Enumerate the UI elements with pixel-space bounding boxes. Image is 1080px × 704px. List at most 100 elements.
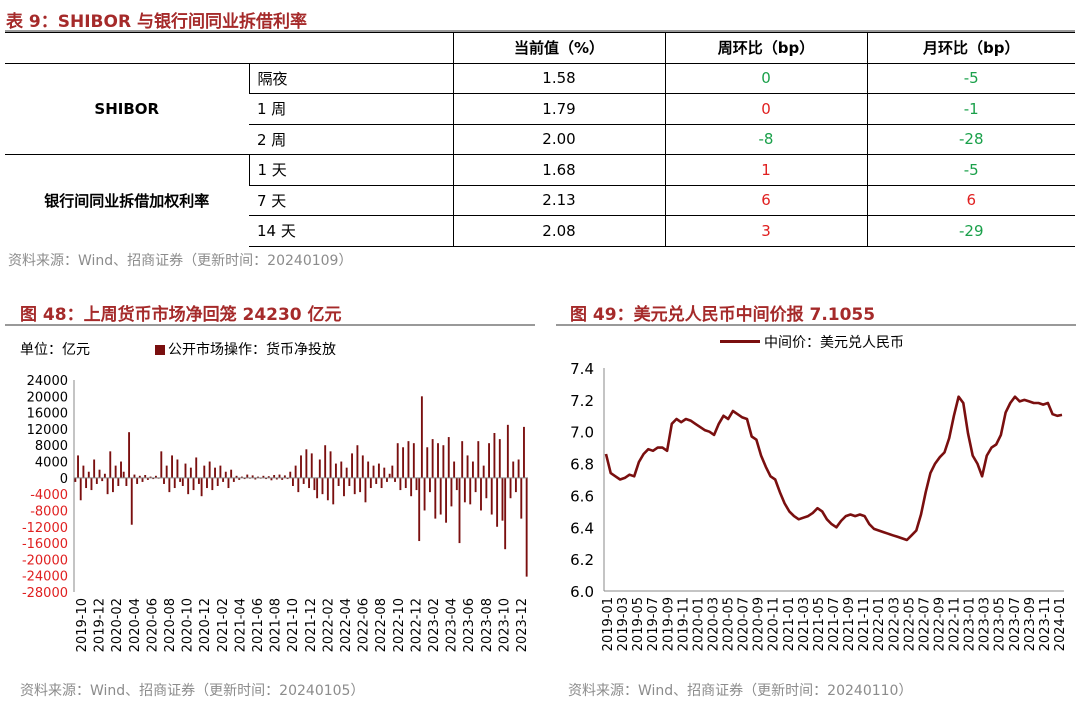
bar — [461, 441, 464, 478]
fig48-unit: 单位：亿元 — [20, 342, 90, 358]
fig49-legend: 中间价：美元兑人民币 — [720, 332, 904, 352]
bar — [77, 455, 79, 478]
bar — [79, 477, 82, 501]
bar — [82, 465, 85, 478]
bar — [160, 451, 163, 478]
fig48-legend-label: 公开市场操作：货币净投放 — [168, 342, 336, 358]
x-tick-label: 2023-05 — [993, 597, 1008, 651]
bar — [364, 477, 367, 503]
bar — [321, 477, 324, 495]
bar — [512, 461, 515, 478]
bar — [95, 477, 98, 484]
x-tick-label: 2021-12 — [304, 598, 319, 652]
bar — [517, 459, 520, 478]
bar — [195, 457, 198, 478]
bar — [367, 461, 370, 478]
group-label-interbank: 银行间同业拆借加权利率 — [5, 154, 249, 246]
bar — [418, 477, 421, 542]
x-tick-label: 2019-05 — [631, 597, 646, 651]
y-tick-label: -8000 — [30, 504, 68, 519]
y-tick-label: 12000 — [27, 423, 68, 438]
bar — [469, 477, 472, 505]
table9-source: 资料来源：Wind、招商证券（更新时间：20240109） — [8, 253, 353, 269]
bar — [498, 439, 501, 478]
mom-cell: -28 — [866, 123, 1075, 155]
bar — [262, 475, 265, 478]
x-tick-label: 2023-07 — [1008, 597, 1023, 651]
bar — [267, 476, 270, 478]
wow-cell: 3 — [664, 215, 867, 247]
bar — [305, 449, 308, 478]
bar — [340, 461, 343, 478]
mom-cell: -5 — [866, 62, 1075, 94]
fig48-title: 图 48：上周货币市场净回笼 24230 亿元 — [20, 305, 342, 325]
bar — [501, 477, 504, 521]
bar — [455, 477, 458, 491]
mom-cell: -29 — [866, 215, 1075, 247]
x-tick-label: 2021-11 — [857, 597, 872, 651]
header-current: 当前值（%） — [452, 32, 665, 63]
bar — [437, 443, 439, 478]
bar — [197, 477, 200, 484]
bar — [122, 471, 125, 478]
x-tick-label: 2020-12 — [198, 598, 213, 652]
bar — [281, 477, 284, 480]
bar — [141, 477, 144, 482]
wow-cell: 6 — [664, 184, 867, 216]
bar — [450, 477, 453, 507]
bar — [114, 465, 117, 478]
x-tick-label: 2022-11 — [948, 597, 963, 651]
wow-cell: 0 — [664, 62, 867, 94]
y-tick-label: -12000 — [22, 521, 68, 536]
fig48-title-rule — [5, 324, 535, 326]
bar — [125, 477, 128, 486]
x-tick-label: 2021-07 — [827, 597, 842, 651]
bar — [396, 443, 399, 478]
x-tick-label: 2020-07 — [737, 597, 752, 651]
bar — [154, 475, 157, 478]
x-tick-label: 2020-11 — [767, 597, 782, 651]
table9-title: 表 9：SHIBOR 与银行间同业拆借利率 — [6, 12, 307, 32]
y-tick-label: -16000 — [22, 537, 68, 552]
bar — [334, 463, 337, 478]
bar — [289, 471, 292, 478]
bar — [318, 459, 321, 478]
bar — [447, 437, 450, 478]
x-tick-label: 2019-01 — [601, 597, 616, 651]
x-tick-label: 2020-01 — [691, 597, 706, 651]
x-tick-label: 2022-03 — [887, 597, 902, 651]
x-tick-label: 2023-11 — [1038, 597, 1053, 651]
x-tick-label: 2022-04 — [339, 598, 354, 652]
bar — [423, 477, 426, 511]
bar — [348, 477, 351, 486]
current-cell: 1.79 — [452, 93, 665, 124]
bar — [302, 477, 305, 484]
x-tick-label: 2023-09 — [1023, 597, 1038, 651]
bar — [152, 477, 155, 480]
bar — [181, 477, 184, 486]
y-tick-label: 7.2 — [570, 392, 594, 410]
bar — [294, 465, 297, 478]
x-tick-label: 2023-04 — [445, 598, 460, 652]
group-label-shibor: SHIBOR — [5, 62, 249, 155]
bar — [98, 469, 101, 478]
table-row: 1 周 1.79 0 -1 — [5, 93, 1075, 124]
bar — [265, 477, 268, 480]
y-tick-label: 16000 — [27, 407, 68, 422]
bar — [391, 465, 394, 478]
bar — [345, 467, 348, 478]
bar — [254, 477, 257, 480]
bar — [477, 441, 480, 478]
bar — [313, 477, 316, 491]
bar — [224, 471, 227, 478]
x-tick-label: 2020-05 — [722, 597, 737, 651]
bar — [308, 477, 310, 489]
fig48-source: 资料来源：Wind、招商证券（更新时间：20240105） — [20, 683, 365, 699]
bar — [163, 477, 165, 484]
x-tick-label: 2021-06 — [251, 598, 266, 652]
bar — [297, 477, 300, 493]
bar — [434, 477, 437, 519]
x-tick-label: 2023-12 — [515, 598, 530, 652]
bar — [431, 439, 434, 478]
bar — [168, 477, 171, 493]
